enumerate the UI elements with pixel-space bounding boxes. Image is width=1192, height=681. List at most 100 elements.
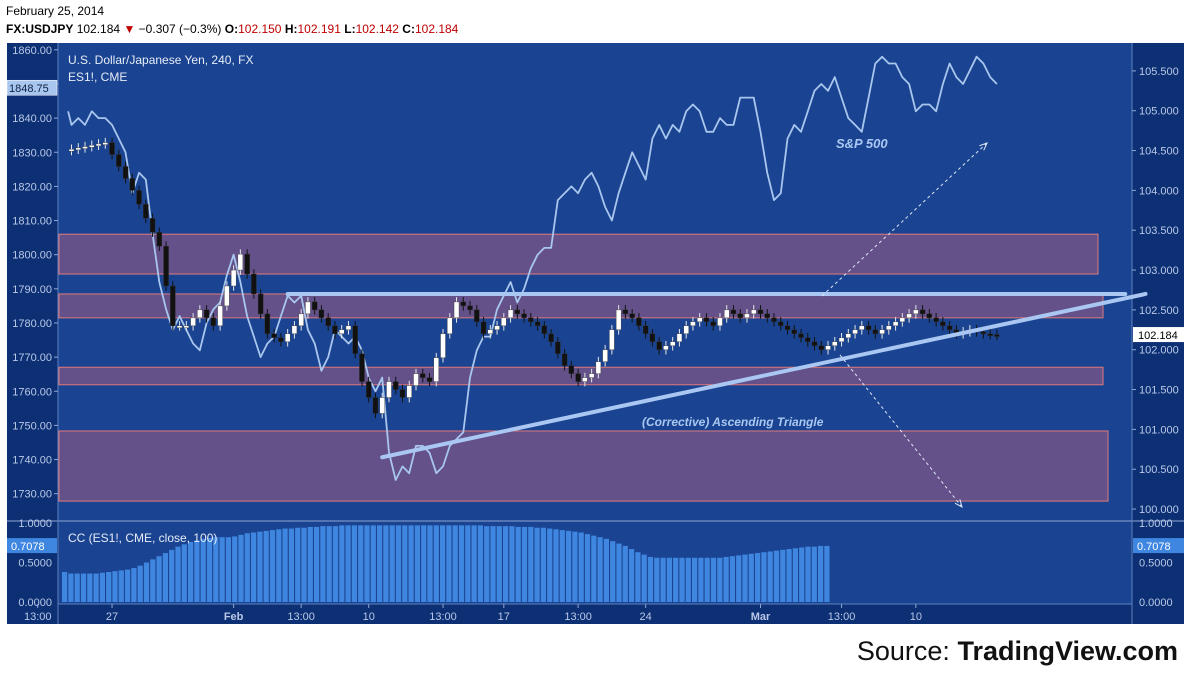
correlation-bar — [68, 573, 74, 602]
candle-body — [440, 333, 446, 358]
x-tick-label: 13:00 — [564, 611, 592, 623]
correlation-bar — [395, 525, 402, 602]
source-credit: Source: TradingView.com — [857, 636, 1178, 667]
candle-body — [480, 321, 487, 334]
correlation-bar — [295, 527, 301, 602]
correlation-bar — [736, 555, 742, 602]
triangle-annotation: (Corrective) Ascending Triangle — [642, 415, 824, 429]
correlation-bar — [635, 552, 641, 602]
candle-body — [447, 317, 453, 334]
correlation-bar — [521, 526, 528, 602]
chart-title: U.S. Dollar/Japanese Yen, 240, FX — [68, 53, 253, 67]
right-tick-label: 100.500 — [1139, 464, 1179, 476]
candle-body — [433, 357, 439, 382]
correlation-bar — [181, 544, 187, 602]
sub-right-tick-label: 1.0000 — [1139, 518, 1173, 530]
candle-body — [149, 218, 156, 233]
indicator-label: CC (ES1!, CME, close, 100) — [68, 531, 217, 545]
correlation-bar — [169, 549, 175, 602]
correlation-bar — [805, 546, 811, 602]
correlation-bar — [162, 553, 168, 602]
correlation-bar — [87, 573, 93, 602]
correlation-bar — [679, 557, 685, 602]
correlation-bar — [503, 526, 509, 602]
candle-body — [366, 381, 372, 398]
correlation-bar — [767, 551, 773, 602]
candle-body — [271, 333, 277, 338]
candle-body — [791, 329, 797, 334]
candle-body — [251, 273, 257, 295]
correlation-bar — [74, 573, 80, 602]
breakout-arrow — [821, 142, 988, 297]
correlation-bar — [301, 527, 307, 602]
correlation-bar — [156, 556, 162, 602]
correlation-bar — [402, 525, 408, 602]
sub-right-last-value-label: 0.7078 — [1137, 541, 1171, 553]
candle-body — [474, 309, 480, 323]
correlation-bar — [421, 525, 427, 602]
correlation-bar — [137, 565, 143, 602]
right-tick-label: 105.500 — [1139, 66, 1179, 78]
breakdown-arrow — [839, 354, 963, 508]
candle-body — [730, 309, 737, 315]
candle-body — [453, 301, 460, 319]
candle-body — [933, 317, 939, 323]
candle-body — [771, 317, 777, 323]
sub-right-last-value-badge — [1133, 538, 1184, 554]
right-tick-label: 103.000 — [1139, 265, 1179, 277]
correlation-bar — [175, 546, 181, 602]
candle-body — [102, 142, 108, 145]
left-tick-label: 1780.00 — [12, 318, 52, 330]
candle-body — [622, 309, 629, 315]
candle-body — [264, 313, 271, 334]
left-tick-label: 1830.00 — [12, 147, 52, 159]
right-tick-label: 101.500 — [1139, 385, 1179, 397]
candle-body — [811, 341, 818, 346]
correlation-bar — [755, 553, 761, 602]
candle-body — [217, 305, 223, 327]
candle-body — [237, 253, 244, 271]
candle-body — [176, 325, 183, 329]
candle-body — [555, 341, 561, 354]
candle-body — [298, 313, 304, 327]
correlation-bar — [509, 526, 515, 602]
sub-left-tick-label: 0.5000 — [18, 558, 52, 570]
candle-body — [467, 305, 473, 311]
correlation-bar — [723, 556, 729, 602]
correlation-bar — [729, 556, 735, 602]
down-arrow-icon: ▼ — [123, 22, 136, 36]
right-tick-label: 105.000 — [1139, 106, 1179, 118]
candle-body — [420, 373, 426, 378]
candle-body — [757, 309, 764, 315]
candle-body — [683, 325, 689, 334]
correlation-bar — [200, 538, 206, 602]
x-tick-label: Feb — [224, 611, 244, 623]
correlation-bar — [188, 541, 194, 602]
correlation-bar — [225, 537, 231, 602]
x-tick-label: 10 — [363, 611, 375, 623]
correlation-bar — [80, 573, 87, 602]
correlation-bar — [112, 571, 118, 602]
candle-body — [838, 337, 845, 342]
candle-body — [886, 325, 892, 331]
correlation-bar — [559, 530, 565, 602]
correlation-bar — [540, 527, 546, 602]
x-tick-label: 17 — [498, 611, 510, 623]
candle-body — [413, 373, 419, 386]
candle-body — [778, 321, 784, 327]
candle-body — [406, 385, 412, 398]
candle-body — [170, 285, 176, 327]
left-tick-label: 1760.00 — [12, 386, 52, 398]
correlation-bar — [288, 528, 294, 602]
candle-body — [899, 317, 906, 323]
correlation-bar — [490, 526, 496, 602]
candle-body — [122, 166, 129, 179]
sub-right-tick-label: 0.5000 — [1139, 558, 1173, 570]
candle-body — [737, 313, 743, 319]
candle-body — [197, 309, 203, 319]
correlation-bar — [118, 570, 124, 602]
candle-body — [832, 341, 838, 346]
correlation-bar — [780, 549, 786, 602]
candle-body — [710, 321, 716, 327]
